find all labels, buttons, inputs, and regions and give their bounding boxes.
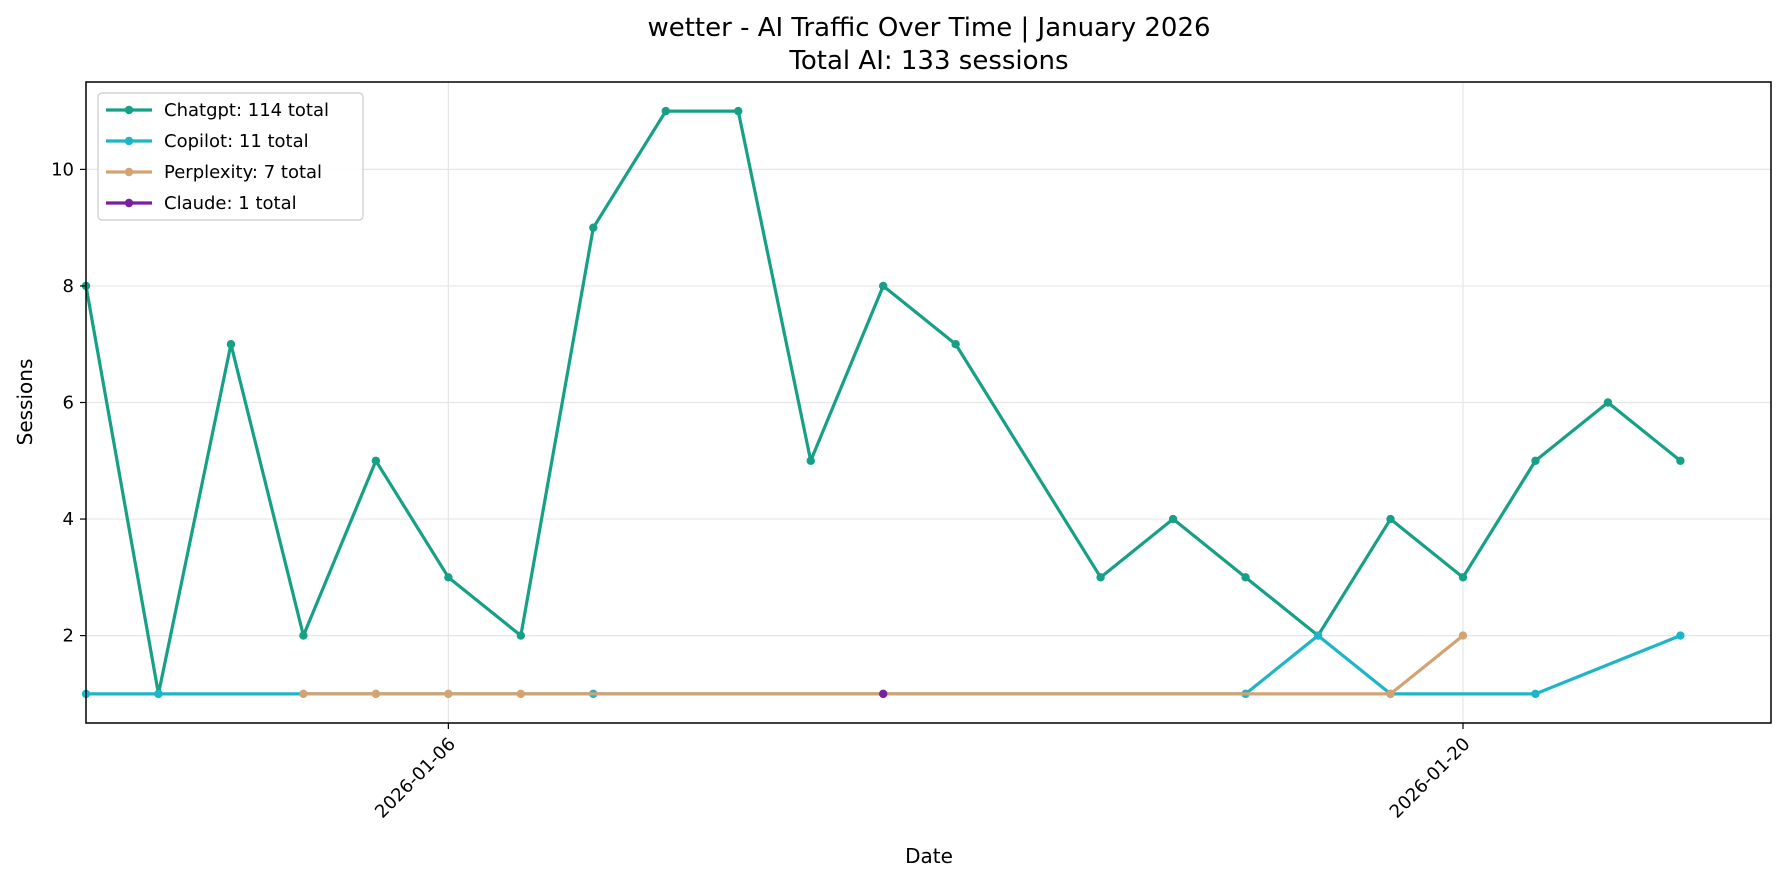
data-point [371, 689, 381, 699]
legend-swatch-marker [124, 198, 134, 208]
legend-entry: Perplexity: 7 total [164, 162, 322, 183]
data-point [1168, 514, 1178, 524]
data-point [1676, 631, 1685, 640]
data-point [1241, 573, 1250, 582]
chart-title: wetter - AI Traffic Over Time | January … [647, 13, 1210, 43]
data-point [371, 456, 381, 465]
legend-swatch-marker [124, 136, 134, 146]
data-point [516, 631, 526, 640]
legend-entry: Copilot: 11 total [164, 131, 309, 152]
data-point [951, 340, 960, 349]
series-copilot [81, 631, 1685, 699]
grid [86, 82, 1771, 723]
legend: Chatgpt: 114 total Copilot: 11 total Perpl… [97, 92, 364, 221]
data-point [1386, 514, 1395, 524]
series-group [81, 106, 1685, 699]
data-point [516, 689, 526, 699]
data-point [154, 689, 163, 699]
data-point [806, 456, 815, 465]
data-point [589, 223, 598, 232]
x-tick-label: 2026-01-20 [1386, 734, 1475, 823]
data-point [1386, 689, 1395, 699]
x-axis-label: Date [905, 844, 953, 868]
data-point [1313, 631, 1323, 640]
series-line [84, 633, 1683, 696]
data-point [1458, 631, 1468, 640]
data-point [1603, 398, 1613, 407]
legend-entry: Claude: 1 total [164, 193, 297, 214]
data-point [299, 631, 308, 640]
data-point [661, 106, 670, 116]
y-axis-label: Sessions [13, 359, 37, 446]
data-point [879, 689, 888, 699]
data-point [879, 281, 888, 291]
data-point [1531, 456, 1540, 465]
series-line [84, 109, 1683, 696]
data-point [444, 689, 453, 699]
y-tick-label: 2 [63, 626, 74, 647]
x-tick-label: 2026-01-06 [371, 734, 460, 823]
legend-entry: Chatgpt: 114 total [164, 100, 329, 121]
y-tick-label: 4 [63, 509, 74, 530]
legend-frame [97, 92, 364, 221]
y-tick-label: 8 [63, 276, 74, 297]
data-point [1531, 689, 1540, 699]
y-tick-label: 10 [51, 159, 74, 180]
data-point [1676, 456, 1685, 465]
data-point [734, 106, 743, 116]
data-point [444, 573, 453, 582]
legend-swatch-marker [124, 105, 134, 115]
data-point [299, 689, 308, 699]
legend-swatch-marker [124, 167, 134, 177]
series-line [301, 633, 1465, 696]
data-point [1458, 573, 1468, 582]
data-point [1096, 573, 1105, 582]
data-point [226, 340, 236, 349]
series-perplexity [299, 631, 1468, 699]
chart-subtitle: Total AI: 133 sessions [788, 46, 1068, 76]
y-tick-label: 6 [63, 393, 74, 414]
series-claude [879, 689, 888, 699]
